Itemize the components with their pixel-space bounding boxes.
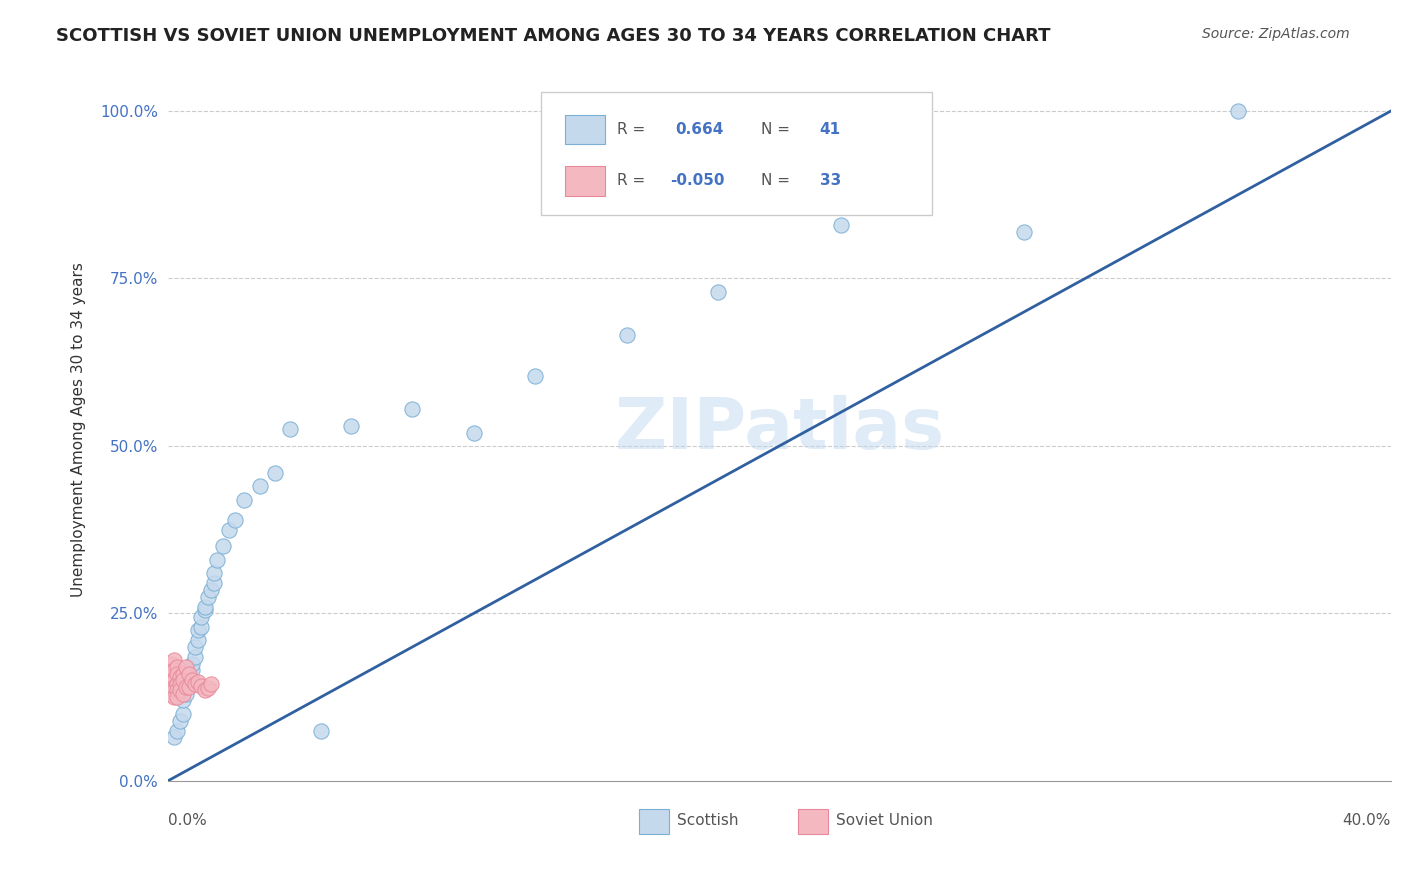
Point bbox=[163, 653, 186, 667]
Point bbox=[160, 670, 183, 684]
Text: Scottish: Scottish bbox=[676, 814, 738, 829]
Point bbox=[172, 693, 194, 707]
Point bbox=[205, 553, 228, 567]
Point bbox=[212, 540, 235, 554]
Point bbox=[184, 649, 207, 664]
Point bbox=[166, 683, 188, 698]
Point bbox=[181, 657, 204, 671]
Point bbox=[193, 599, 215, 614]
Point bbox=[160, 687, 183, 701]
Point bbox=[218, 523, 240, 537]
Point bbox=[169, 670, 191, 684]
Point bbox=[163, 690, 186, 705]
Point bbox=[187, 633, 209, 648]
Point bbox=[166, 666, 188, 681]
Text: 41: 41 bbox=[820, 122, 841, 137]
Text: SCOTTISH VS SOVIET UNION UNEMPLOYMENT AMONG AGES 30 TO 34 YEARS CORRELATION CHAR: SCOTTISH VS SOVIET UNION UNEMPLOYMENT AM… bbox=[56, 27, 1050, 45]
Point bbox=[233, 492, 256, 507]
Point bbox=[169, 677, 191, 691]
Point bbox=[184, 640, 207, 654]
Point bbox=[172, 673, 194, 688]
Text: 40.0%: 40.0% bbox=[1343, 813, 1391, 828]
Text: ZIPatlas: ZIPatlas bbox=[614, 394, 945, 464]
Point bbox=[174, 687, 197, 701]
Point bbox=[179, 666, 201, 681]
Point bbox=[278, 422, 301, 436]
Point bbox=[163, 731, 186, 745]
Point bbox=[202, 576, 225, 591]
Text: 0.0%: 0.0% bbox=[167, 813, 207, 828]
Point bbox=[172, 687, 194, 701]
Point bbox=[190, 609, 212, 624]
Point bbox=[193, 603, 215, 617]
Point bbox=[166, 723, 188, 738]
Point bbox=[166, 677, 188, 691]
Point bbox=[309, 723, 332, 738]
Point bbox=[174, 680, 197, 694]
FancyBboxPatch shape bbox=[638, 809, 669, 834]
Text: 0.664: 0.664 bbox=[675, 122, 724, 137]
Point bbox=[163, 664, 186, 678]
Text: Soviet Union: Soviet Union bbox=[835, 814, 932, 829]
Point bbox=[830, 218, 852, 232]
Point bbox=[707, 285, 730, 299]
Point bbox=[163, 673, 186, 688]
Point bbox=[172, 706, 194, 721]
Point bbox=[181, 673, 204, 688]
Point bbox=[190, 620, 212, 634]
Point bbox=[169, 683, 191, 698]
Point bbox=[1227, 103, 1250, 118]
Point bbox=[197, 590, 219, 604]
Point bbox=[160, 666, 183, 681]
FancyBboxPatch shape bbox=[565, 166, 605, 195]
Point bbox=[169, 714, 191, 728]
Point bbox=[463, 425, 485, 440]
Point bbox=[179, 670, 201, 684]
FancyBboxPatch shape bbox=[541, 92, 932, 215]
Point bbox=[202, 566, 225, 581]
Point bbox=[190, 679, 212, 693]
Point bbox=[401, 402, 423, 417]
Point bbox=[181, 664, 204, 678]
Point bbox=[249, 479, 271, 493]
Text: 33: 33 bbox=[820, 173, 841, 188]
Point bbox=[523, 368, 546, 383]
Point bbox=[166, 690, 188, 705]
Point bbox=[179, 677, 201, 691]
Point bbox=[174, 680, 197, 694]
Point bbox=[163, 683, 186, 698]
Text: R =: R = bbox=[617, 173, 645, 188]
Point bbox=[1012, 225, 1035, 239]
Text: Source: ZipAtlas.com: Source: ZipAtlas.com bbox=[1202, 27, 1350, 41]
Text: -0.050: -0.050 bbox=[671, 173, 725, 188]
Point bbox=[224, 513, 246, 527]
Text: N =: N = bbox=[761, 122, 790, 137]
Point bbox=[197, 681, 219, 696]
Y-axis label: Unemployment Among Ages 30 to 34 years: Unemployment Among Ages 30 to 34 years bbox=[72, 261, 86, 597]
Point bbox=[160, 657, 183, 671]
FancyBboxPatch shape bbox=[797, 809, 828, 834]
Point bbox=[340, 418, 363, 433]
FancyBboxPatch shape bbox=[565, 115, 605, 145]
Point bbox=[187, 674, 209, 689]
Point bbox=[163, 680, 186, 694]
Point bbox=[193, 683, 215, 698]
Point bbox=[172, 666, 194, 681]
Point bbox=[179, 680, 201, 694]
Point bbox=[187, 623, 209, 637]
Point bbox=[174, 660, 197, 674]
Point bbox=[200, 677, 222, 691]
Point bbox=[200, 582, 222, 597]
Text: R =: R = bbox=[617, 122, 645, 137]
Point bbox=[264, 466, 287, 480]
Point bbox=[184, 677, 207, 691]
Point bbox=[616, 328, 638, 343]
Point bbox=[166, 660, 188, 674]
Text: N =: N = bbox=[761, 173, 790, 188]
Point bbox=[160, 677, 183, 691]
